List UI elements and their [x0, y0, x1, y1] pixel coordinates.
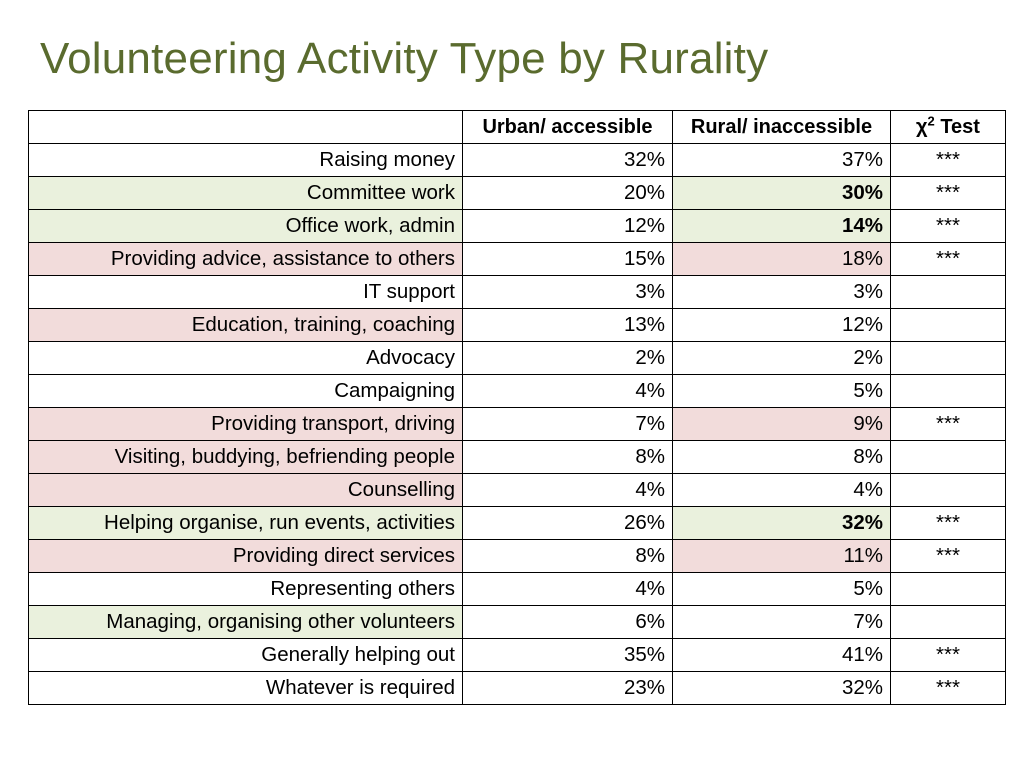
header-test: χ2 Test	[890, 110, 1006, 144]
table-row: Whatever is required 23% 32% ***	[28, 671, 1006, 705]
header-label	[28, 110, 463, 144]
urban-value: 13%	[462, 308, 673, 342]
rural-value: 32%	[672, 671, 891, 705]
table-row: IT support 3% 3%	[28, 275, 1006, 309]
test-result	[890, 341, 1006, 375]
rural-value: 5%	[672, 374, 891, 408]
rural-value: 9%	[672, 407, 891, 441]
header-urban: Urban/ accessible	[462, 110, 673, 144]
row-label: Raising money	[28, 143, 463, 177]
rural-value: 4%	[672, 473, 891, 507]
row-label: Representing others	[28, 572, 463, 606]
urban-value: 3%	[462, 275, 673, 309]
activity-table: Urban/ accessible Rural/ inaccessible χ2…	[28, 110, 1006, 705]
table-row: Education, training, coaching 13% 12%	[28, 308, 1006, 342]
slide-title: Volunteering Activity Type by Rurality	[40, 34, 769, 83]
rural-value: 5%	[672, 572, 891, 606]
urban-value: 6%	[462, 605, 673, 639]
urban-value: 7%	[462, 407, 673, 441]
table-row: Campaigning 4% 5%	[28, 374, 1006, 408]
test-result	[890, 308, 1006, 342]
rural-value: 32%	[672, 506, 891, 540]
rural-value: 2%	[672, 341, 891, 375]
row-label: Office work, admin	[28, 209, 463, 243]
test-result: ***	[890, 143, 1006, 177]
urban-value: 4%	[462, 572, 673, 606]
row-label: Campaigning	[28, 374, 463, 408]
rural-value: 8%	[672, 440, 891, 474]
row-label: Education, training, coaching	[28, 308, 463, 342]
urban-value: 35%	[462, 638, 673, 672]
header-test-suffix: Test	[934, 115, 980, 138]
rural-value: 3%	[672, 275, 891, 309]
rural-value: 41%	[672, 638, 891, 672]
header-test-prefix: χ	[916, 115, 928, 138]
header-rural: Rural/ inaccessible	[672, 110, 891, 144]
test-result: ***	[890, 638, 1006, 672]
test-result	[890, 374, 1006, 408]
rural-value: 7%	[672, 605, 891, 639]
test-result	[890, 572, 1006, 606]
rural-value: 11%	[672, 539, 891, 573]
row-label: Advocacy	[28, 341, 463, 375]
urban-value: 20%	[462, 176, 673, 210]
header-test-superscript: 2	[927, 112, 935, 128]
rural-value: 12%	[672, 308, 891, 342]
rural-value: 30%	[672, 176, 891, 210]
row-label: Committee work	[28, 176, 463, 210]
table-row: Counselling 4% 4%	[28, 473, 1006, 507]
test-result: ***	[890, 209, 1006, 243]
row-label: Helping organise, run events, activities	[28, 506, 463, 540]
urban-value: 4%	[462, 473, 673, 507]
table-body: Raising money 32% 37% *** Committee work 20% 3…	[28, 143, 1006, 705]
table-row: Visiting, buddying, befriending people 8%…	[28, 440, 1006, 474]
table-row: Providing direct services 8% 11% ***	[28, 539, 1006, 573]
urban-value: 8%	[462, 440, 673, 474]
urban-value: 15%	[462, 242, 673, 276]
row-label: Whatever is required	[28, 671, 463, 705]
urban-value: 32%	[462, 143, 673, 177]
row-label: Counselling	[28, 473, 463, 507]
urban-value: 23%	[462, 671, 673, 705]
urban-value: 26%	[462, 506, 673, 540]
table-row: Committee work 20% 30% ***	[28, 176, 1006, 210]
urban-value: 4%	[462, 374, 673, 408]
test-result: ***	[890, 671, 1006, 705]
test-result: ***	[890, 176, 1006, 210]
test-result: ***	[890, 506, 1006, 540]
table-row: Providing advice, assistance to others 15…	[28, 242, 1006, 276]
table-row: Advocacy 2% 2%	[28, 341, 1006, 375]
rural-value: 37%	[672, 143, 891, 177]
row-label: Generally helping out	[28, 638, 463, 672]
test-result: ***	[890, 242, 1006, 276]
test-result: ***	[890, 539, 1006, 573]
rural-value: 14%	[672, 209, 891, 243]
row-label: Visiting, buddying, befriending people	[28, 440, 463, 474]
row-label: IT support	[28, 275, 463, 309]
urban-value: 2%	[462, 341, 673, 375]
test-result	[890, 275, 1006, 309]
table-row: Helping organise, run events, activities…	[28, 506, 1006, 540]
table-row: Providing transport, driving 7% 9% ***	[28, 407, 1006, 441]
row-label: Managing, organising other volunteers	[28, 605, 463, 639]
row-label: Providing advice, assistance to others	[28, 242, 463, 276]
urban-value: 8%	[462, 539, 673, 573]
table-row: Office work, admin 12% 14% ***	[28, 209, 1006, 243]
test-result: ***	[890, 407, 1006, 441]
table-row: Representing others 4% 5%	[28, 572, 1006, 606]
test-result	[890, 440, 1006, 474]
table-row: Generally helping out 35% 41% ***	[28, 638, 1006, 672]
test-result	[890, 605, 1006, 639]
table-row: Managing, organising other volunteers 6% 7…	[28, 605, 1006, 639]
urban-value: 12%	[462, 209, 673, 243]
header-row: Urban/ accessible Rural/ inaccessible χ2…	[28, 110, 1006, 144]
row-label: Providing transport, driving	[28, 407, 463, 441]
rural-value: 18%	[672, 242, 891, 276]
row-label: Providing direct services	[28, 539, 463, 573]
test-result	[890, 473, 1006, 507]
table-row: Raising money 32% 37% ***	[28, 143, 1006, 177]
